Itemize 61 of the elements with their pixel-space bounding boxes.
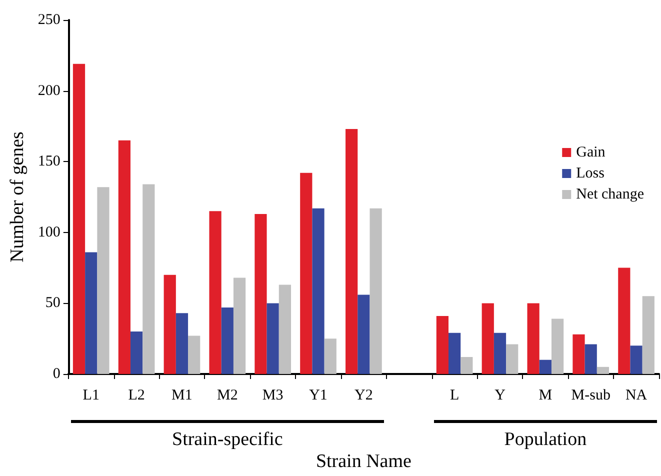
x-tick-label: NA bbox=[625, 388, 648, 404]
bar bbox=[482, 303, 494, 374]
bar bbox=[164, 274, 176, 374]
y-tick-label: 50 bbox=[45, 295, 60, 312]
text: Strain-specific bbox=[172, 429, 283, 451]
bar bbox=[596, 366, 610, 374]
x-tick-label: Y2 bbox=[354, 388, 373, 404]
x-tick-label: L1 bbox=[82, 388, 100, 404]
bar bbox=[436, 316, 449, 374]
x-tick-label: M bbox=[538, 388, 552, 404]
bar bbox=[142, 184, 155, 374]
y-tick-label: 150 bbox=[38, 154, 60, 170]
y-tick-label: 200 bbox=[38, 82, 60, 99]
legend-label: Net change bbox=[576, 186, 644, 202]
bar bbox=[209, 211, 222, 374]
bar bbox=[527, 303, 540, 374]
bar bbox=[584, 344, 597, 374]
bar bbox=[72, 64, 86, 374]
bar bbox=[97, 187, 110, 374]
bar bbox=[539, 360, 552, 374]
bar bbox=[85, 252, 98, 374]
bar bbox=[448, 332, 461, 374]
legend-label: Loss bbox=[576, 166, 605, 182]
y-tick-label: 100 bbox=[38, 224, 60, 240]
bar bbox=[176, 313, 188, 374]
x-tick-label: L bbox=[450, 388, 460, 404]
x-tick-label: Y bbox=[494, 388, 506, 404]
bar bbox=[618, 268, 630, 374]
bar bbox=[266, 303, 279, 374]
bar bbox=[358, 294, 370, 374]
legend-label: Gain bbox=[576, 144, 606, 160]
bar bbox=[118, 140, 130, 374]
text: Population bbox=[504, 429, 587, 451]
bar bbox=[506, 344, 518, 374]
bar bbox=[370, 208, 382, 374]
bar bbox=[312, 208, 324, 374]
bar bbox=[551, 318, 564, 374]
bar bbox=[642, 296, 654, 374]
bar bbox=[460, 357, 473, 374]
bar bbox=[494, 332, 506, 374]
bar bbox=[630, 346, 642, 374]
bar bbox=[346, 129, 358, 374]
x-axis-title: Strain Name bbox=[316, 451, 412, 472]
bar bbox=[300, 172, 312, 374]
y-axis-title: Number of genes bbox=[7, 132, 28, 262]
bar bbox=[278, 284, 292, 374]
bar bbox=[324, 338, 336, 374]
x-tick-label: M2 bbox=[216, 388, 238, 404]
x-tick-label: M3 bbox=[262, 388, 284, 404]
bar bbox=[233, 278, 246, 374]
bar bbox=[254, 214, 267, 374]
x-tick-label: Y1 bbox=[309, 388, 328, 404]
x-tick-label: M-sub bbox=[571, 388, 610, 404]
bar bbox=[130, 332, 143, 374]
bar bbox=[221, 307, 234, 374]
x-tick-label: L2 bbox=[128, 388, 145, 404]
x-tick-label: M1 bbox=[172, 388, 192, 404]
bar bbox=[188, 336, 200, 374]
bar bbox=[572, 334, 585, 374]
y-tick-label: 250 bbox=[38, 12, 60, 28]
y-tick-label: 0 bbox=[52, 366, 60, 382]
